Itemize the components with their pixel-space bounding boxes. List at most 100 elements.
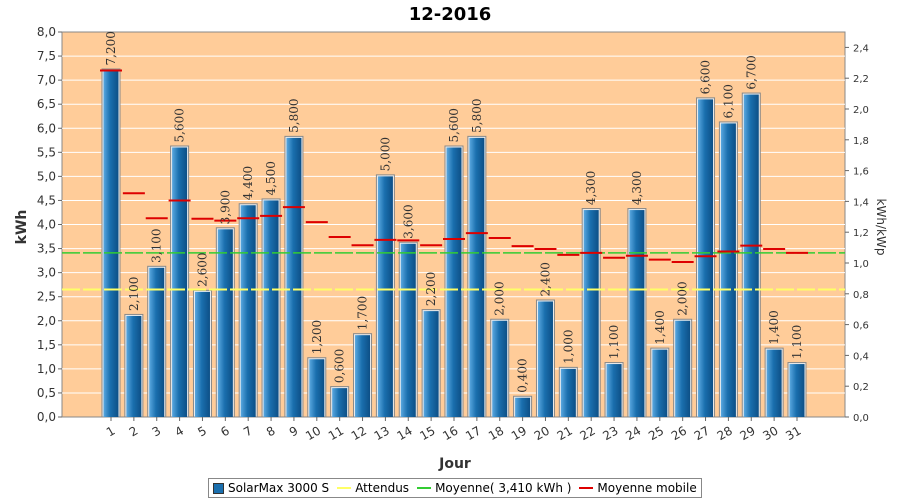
data-label: 1,000	[561, 330, 575, 364]
y-tick-label: 6,0	[37, 121, 56, 135]
data-labels: 7,200 2,100 3,100 5,600 2,600 3,900 4,400 4,500…	[104, 31, 804, 393]
y2-tick-label: 2,0	[853, 105, 869, 116]
x-tick-label: 9	[287, 423, 301, 439]
data-label: 2,400	[538, 262, 552, 296]
data-label: 1,400	[767, 310, 781, 344]
y2-tick-label: 1,2	[853, 228, 869, 239]
legend-item-solarmax: SolarMax 3000 S	[213, 481, 329, 495]
y-tick-label: 0,0	[37, 410, 56, 424]
legend-label: Moyenne( 3,410 kWh )	[435, 481, 572, 495]
bar	[446, 147, 462, 417]
x-tick-label: 21	[555, 423, 575, 443]
bar	[355, 335, 371, 417]
data-label: 1,100	[607, 325, 621, 359]
data-label: 2,100	[127, 277, 141, 311]
data-label: 1,400	[653, 310, 667, 344]
bar	[423, 311, 439, 417]
bar	[126, 315, 142, 417]
x-tick-label: 4	[172, 423, 186, 439]
x-tick-label: 17	[463, 423, 483, 443]
data-label: 3,100	[150, 228, 164, 262]
bar	[698, 99, 714, 417]
x-tick-label: 26	[669, 423, 689, 443]
data-label: 0,400	[516, 358, 530, 392]
x-axis-title: Jour	[438, 456, 471, 472]
data-label: 5,800	[470, 99, 484, 133]
y-tick-label: 4,5	[37, 193, 56, 207]
bar	[606, 364, 622, 417]
bar	[492, 320, 508, 417]
data-label: 5,600	[447, 108, 461, 142]
data-label: 0,600	[333, 349, 347, 383]
y-tick-label: 0,5	[37, 386, 56, 400]
y2-tick-label: 1,6	[853, 167, 869, 178]
bar	[263, 200, 279, 417]
data-label: 2,600	[195, 253, 209, 287]
x-tick-label: 19	[509, 423, 529, 443]
legend-label: SolarMax 3000 S	[228, 481, 330, 495]
bar	[217, 229, 233, 417]
bar	[172, 147, 188, 417]
y-tick-label: 7,0	[37, 73, 56, 87]
bar	[537, 301, 553, 417]
y-tick-label: 8,0	[37, 25, 56, 39]
y-tick-label: 2,5	[37, 290, 56, 304]
y2-axis-title: kWh/kWp	[874, 199, 888, 256]
bar	[309, 359, 325, 417]
legend-label: Attendus	[355, 481, 410, 495]
x-tick-label: 1	[104, 423, 118, 439]
bar	[583, 210, 599, 417]
x-tick-label: 12	[349, 423, 369, 443]
legend-swatch-line	[337, 487, 352, 489]
y-tick-label: 6,5	[37, 97, 56, 111]
x-tick-label: 7	[241, 423, 255, 439]
data-label: 5,600	[173, 108, 187, 142]
bar	[400, 243, 416, 417]
y-tick-label: 1,5	[37, 338, 56, 352]
y2-tick-label: 1,4	[853, 197, 869, 208]
y2-axis-ticks: 0,0 0,2 0,4 0,6 0,8 1,0 1,2 1,4 1,6 1,8 2,0 2,2 2,4	[845, 43, 869, 424]
bar	[675, 320, 691, 417]
bar	[240, 205, 256, 417]
y-tick-label: 5,5	[37, 145, 56, 159]
bar	[469, 137, 485, 417]
x-tick-label: 3	[150, 423, 164, 439]
x-tick-label: 2	[127, 423, 141, 439]
x-tick-label: 8	[264, 423, 278, 439]
data-label: 6,100	[721, 84, 735, 118]
x-axis-ticks: 1 2 3 4 5 6 7 8 9 10 11 12 13 14 15 16 17 18 19 20 21 22 23 24 2…	[104, 417, 804, 443]
x-tick-label: 25	[646, 423, 666, 443]
bar-series	[101, 68, 807, 418]
x-tick-label: 6	[218, 423, 232, 439]
y2-tick-label: 1,8	[853, 136, 869, 147]
data-label: 6,700	[744, 55, 758, 89]
x-tick-label: 31	[783, 423, 803, 443]
y-tick-label: 7,5	[37, 49, 56, 63]
data-label: 4,300	[584, 171, 598, 205]
bar	[629, 210, 645, 417]
chart-title: 12-2016	[409, 4, 492, 25]
legend-swatch-line	[417, 487, 432, 489]
line-series	[62, 69, 845, 291]
y-axis-title: kWh	[14, 210, 30, 245]
bar	[652, 349, 668, 417]
x-tick-label: 28	[715, 423, 735, 443]
bar	[103, 70, 119, 417]
x-tick-label: 18	[486, 423, 506, 443]
x-tick-label: 22	[577, 423, 597, 443]
data-label: 1,200	[310, 320, 324, 354]
x-tick-label: 5	[195, 423, 209, 439]
x-tick-label: 23	[600, 423, 620, 443]
legend-label: Moyenne mobile	[597, 481, 697, 495]
bar	[377, 176, 393, 417]
y2-tick-label: 0,4	[853, 351, 869, 362]
y2-tick-label: 2,2	[853, 74, 869, 85]
data-label: 4,300	[630, 171, 644, 205]
x-tick-label: 20	[532, 423, 552, 443]
data-label: 2,000	[493, 281, 507, 315]
bar	[766, 349, 782, 417]
x-tick-label: 16	[440, 423, 460, 443]
x-tick-label: 29	[738, 423, 758, 443]
data-label: 1,100	[790, 325, 804, 359]
